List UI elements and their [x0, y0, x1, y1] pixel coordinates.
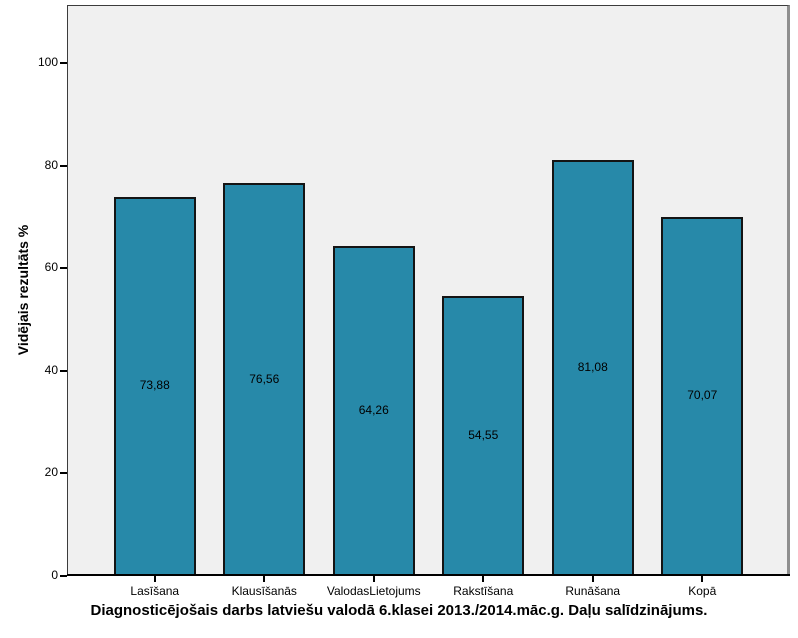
- x-axis-category-label: Kopā: [688, 584, 717, 598]
- bar-value-label: 64,26: [358, 403, 389, 418]
- bar-value-label: 54,55: [468, 428, 499, 443]
- y-axis-tick-label: 60: [44, 260, 58, 275]
- x-axis-category-label: Rakstīšana: [453, 584, 514, 598]
- y-axis-tick-label: 40: [44, 362, 58, 377]
- x-axis-tick: [701, 576, 704, 582]
- bar-5: [551, 160, 634, 576]
- x-axis-category-label: Runāšana: [565, 584, 621, 598]
- y-axis-tick-label: 100: [37, 55, 58, 69]
- x-axis-category-label: ValodasLietojums: [326, 584, 421, 598]
- x-axis-tick: [482, 576, 485, 582]
- x-axis-category-label: Lasīšana: [130, 584, 180, 598]
- y-axis-tick: [60, 369, 67, 372]
- bar-4: [442, 296, 525, 576]
- x-axis-tick: [372, 576, 375, 582]
- bar-value-label: 73,88: [139, 378, 170, 393]
- y-axis-title: Vidējais rezultāts %: [15, 224, 31, 356]
- y-axis-tick-label: 0: [51, 568, 58, 582]
- x-axis-tick: [153, 576, 156, 582]
- bar-3: [332, 246, 415, 576]
- chart-title: Diagnosticējošais darbs latviešu valodā …: [90, 602, 708, 619]
- x-axis-category-label: Klausīšanās: [231, 584, 297, 598]
- bar-1: [113, 196, 196, 576]
- bar-value-label: 76,56: [249, 371, 280, 386]
- bar-6: [661, 216, 744, 576]
- y-axis-tick: [60, 164, 67, 167]
- y-axis-tick: [60, 62, 67, 64]
- y-axis-tick-label: 80: [44, 157, 58, 172]
- x-axis-line: [67, 574, 790, 576]
- y-axis-tick: [60, 267, 67, 270]
- y-axis-tick: [60, 575, 67, 577]
- bar-value-label: 70,07: [687, 388, 718, 403]
- y-axis-tick: [60, 472, 67, 475]
- x-axis-tick: [263, 576, 266, 582]
- x-axis-tick: [591, 576, 594, 582]
- y-axis-tick-label: 20: [44, 465, 58, 480]
- bar-2: [223, 183, 306, 576]
- bar-value-label: 81,08: [577, 360, 608, 375]
